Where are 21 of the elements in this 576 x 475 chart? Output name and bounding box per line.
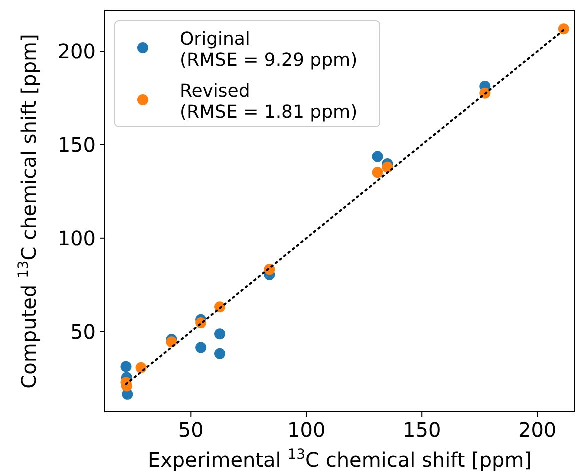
point: [558, 24, 570, 35]
point: [382, 162, 394, 173]
y-tick-label: 200: [58, 40, 96, 64]
x-axis-title: Experimental $^{13}$C chemical shift [ppm]: [148, 447, 532, 472]
y-tick-label: 50: [70, 320, 96, 344]
point: [372, 151, 384, 162]
point: [166, 336, 178, 348]
y-tick-label: 100: [58, 226, 96, 250]
point: [372, 167, 384, 178]
point: [136, 362, 147, 374]
x-tick-label: 150: [403, 418, 442, 442]
point: [196, 342, 207, 354]
point: [120, 361, 132, 372]
x-tick-label: 100: [288, 418, 326, 442]
x-tick-label: 200: [518, 418, 557, 442]
point: [214, 348, 226, 360]
x-tick-label: 50: [178, 418, 204, 442]
y-tick-label: 150: [58, 132, 96, 157]
legend-label: Revised (RMSE = 1.81 ppm): [180, 81, 358, 123]
point: [214, 328, 226, 340]
legend-label: Original (RMSE = 9.29 ppm): [180, 29, 358, 71]
